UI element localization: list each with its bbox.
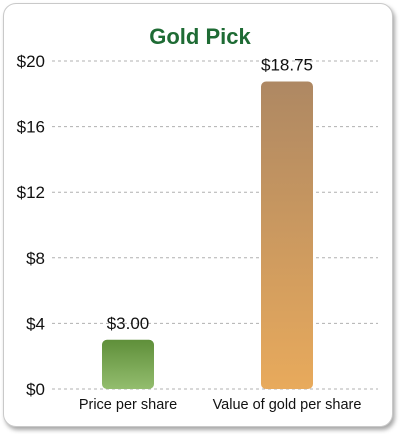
y-tick-label: $8 — [26, 249, 45, 268]
bar-layer: $3.00 Price per share $18.75 Value of gold … — [79, 56, 362, 414]
data-label: $3.00 — [107, 314, 150, 333]
bar — [261, 81, 313, 389]
y-tick-label: $16 — [17, 118, 45, 137]
data-label: $18.75 — [261, 56, 313, 75]
y-tick-label: $20 — [17, 52, 45, 71]
chart-title: Gold Pick — [149, 24, 251, 49]
y-tick-label: $0 — [26, 380, 45, 399]
grid-layer: $0 $4 $8 $12 $16 $20 — [17, 52, 378, 399]
bar — [102, 339, 154, 389]
y-tick-label: $4 — [26, 314, 45, 333]
chart-card — [3, 3, 393, 427]
x-category-label: Price per share — [79, 397, 177, 413]
y-tick-label: $12 — [17, 183, 45, 202]
x-category-label: Value of gold per share — [213, 397, 362, 413]
